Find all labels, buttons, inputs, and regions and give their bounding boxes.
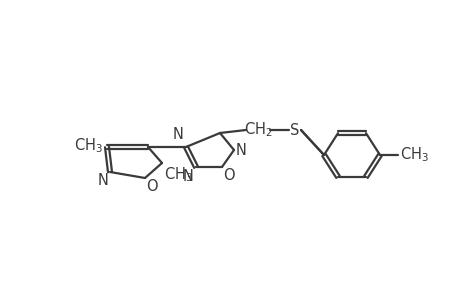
Text: O: O: [223, 168, 234, 183]
Text: N: N: [173, 127, 184, 142]
Text: CH$_2$: CH$_2$: [243, 121, 272, 139]
Text: CH$_3$: CH$_3$: [74, 137, 103, 155]
Text: N: N: [98, 173, 109, 188]
Text: N: N: [183, 169, 194, 184]
Text: CH$_3$: CH$_3$: [399, 146, 428, 164]
Text: CH$_3$: CH$_3$: [164, 165, 193, 184]
Text: N: N: [235, 142, 246, 158]
Text: S: S: [290, 122, 299, 137]
Text: O: O: [146, 179, 157, 194]
